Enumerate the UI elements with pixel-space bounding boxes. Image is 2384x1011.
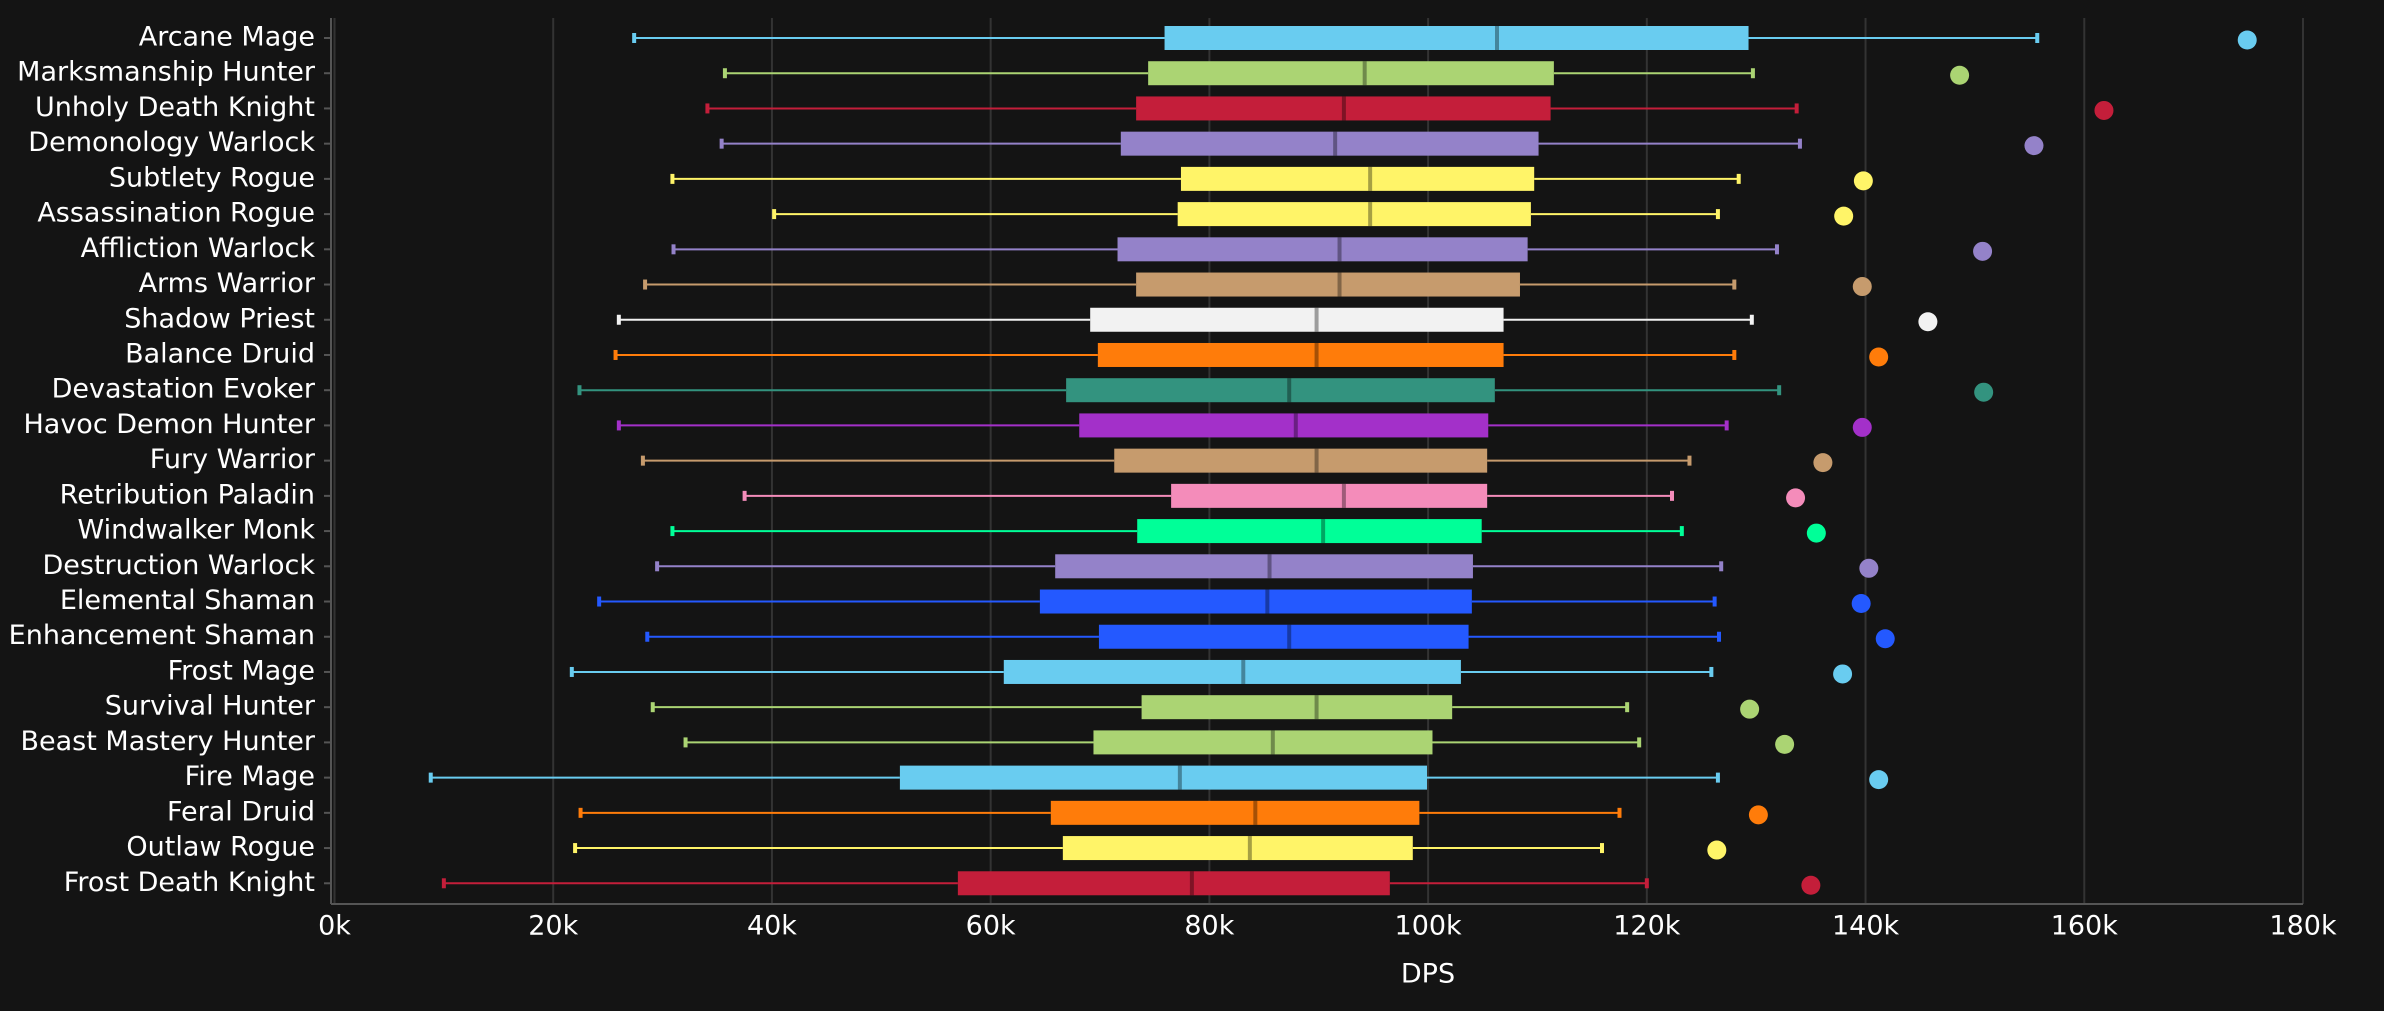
- x-tick-label: 80k: [1184, 911, 1234, 942]
- point: [1869, 770, 1889, 790]
- box: [899, 765, 1428, 790]
- point: [2237, 30, 2257, 50]
- box: [1003, 659, 1461, 684]
- y-tick-label: Frost Death Knight: [64, 867, 315, 898]
- box: [1141, 695, 1453, 720]
- y-tick-label: Fury Warrior: [150, 444, 316, 475]
- point: [1786, 488, 1806, 508]
- box: [1090, 307, 1504, 332]
- point: [1833, 664, 1853, 684]
- x-tick-label: 60k: [966, 911, 1016, 942]
- point: [1918, 312, 1938, 332]
- y-tick-label: Arms Warrior: [139, 268, 316, 299]
- y-tick-label: Arcane Mage: [139, 22, 315, 53]
- y-tick-label: Elemental Shaman: [60, 585, 315, 616]
- box: [1177, 202, 1531, 227]
- point: [2024, 136, 2044, 156]
- point: [1801, 875, 1821, 895]
- box: [1062, 836, 1413, 861]
- x-tick-label: 40k: [747, 911, 797, 942]
- x-tick-label: 180k: [2269, 911, 2337, 942]
- box: [1079, 413, 1489, 438]
- point: [2094, 100, 2114, 120]
- y-tick-label: Fire Mage: [185, 761, 315, 792]
- box: [957, 871, 1390, 896]
- y-tick-label: Outlaw Rogue: [126, 832, 315, 863]
- box: [1171, 483, 1488, 508]
- y-tick-label: Frost Mage: [168, 655, 315, 686]
- y-tick-label: Marksmanship Hunter: [17, 57, 316, 88]
- y-tick-label: Subtlety Rogue: [109, 162, 315, 193]
- point: [1813, 453, 1833, 473]
- point: [1853, 171, 1873, 191]
- box: [1136, 96, 1551, 121]
- box: [1055, 554, 1473, 579]
- box: [1066, 378, 1495, 403]
- y-tick-label: Windwalker Monk: [77, 515, 315, 546]
- point: [1859, 558, 1879, 578]
- box: [1120, 131, 1539, 156]
- y-tick-label: Balance Druid: [125, 338, 315, 369]
- y-tick-label: Devastation Evoker: [52, 374, 316, 405]
- box: [1114, 448, 1488, 473]
- y-tick-label: Destruction Warlock: [42, 550, 315, 581]
- point: [1973, 241, 1993, 261]
- box: [1137, 519, 1482, 544]
- point: [1834, 206, 1854, 226]
- point: [1974, 382, 1994, 402]
- box: [1180, 166, 1535, 191]
- y-tick-label: Unholy Death Knight: [35, 92, 315, 123]
- box: [1093, 730, 1433, 755]
- x-tick-label: 100k: [1395, 911, 1463, 942]
- y-tick-label: Retribution Paladin: [60, 479, 315, 510]
- point: [1775, 734, 1795, 754]
- box: [1136, 272, 1520, 297]
- box: [1148, 61, 1554, 86]
- y-tick-label: Shadow Priest: [124, 303, 315, 334]
- box: [1039, 589, 1472, 614]
- point: [1748, 805, 1768, 825]
- y-tick-label: Demonology Warlock: [28, 127, 315, 158]
- x-tick-label: 20k: [528, 911, 578, 942]
- y-tick-label: Affliction Warlock: [81, 233, 316, 264]
- point: [1869, 347, 1889, 367]
- point: [1806, 523, 1826, 543]
- box: [1097, 342, 1504, 367]
- y-tick-label: Survival Hunter: [105, 691, 316, 722]
- point: [1740, 699, 1760, 719]
- y-tick-label: Havoc Demon Hunter: [23, 409, 315, 440]
- point: [1851, 594, 1871, 614]
- box: [1050, 800, 1420, 825]
- y-tick-label: Enhancement Shaman: [9, 620, 315, 651]
- x-tick-label: 160k: [2051, 911, 2119, 942]
- y-tick-label: Assassination Rogue: [37, 198, 315, 229]
- point: [1707, 840, 1727, 860]
- x-tick-label: 140k: [1832, 911, 1900, 942]
- x-tick-label: 0k: [318, 911, 351, 942]
- box: [1117, 237, 1528, 262]
- point: [1852, 417, 1872, 437]
- point: [1875, 629, 1895, 649]
- point: [1852, 277, 1872, 297]
- box: [1164, 26, 1749, 50]
- y-tick-label: Beast Mastery Hunter: [20, 726, 315, 757]
- box: [1098, 624, 1469, 649]
- x-tick-label: 120k: [1613, 911, 1681, 942]
- point: [1950, 65, 1970, 85]
- x-axis-title: DPS: [1401, 959, 1455, 990]
- y-tick-label: Feral Druid: [167, 796, 315, 827]
